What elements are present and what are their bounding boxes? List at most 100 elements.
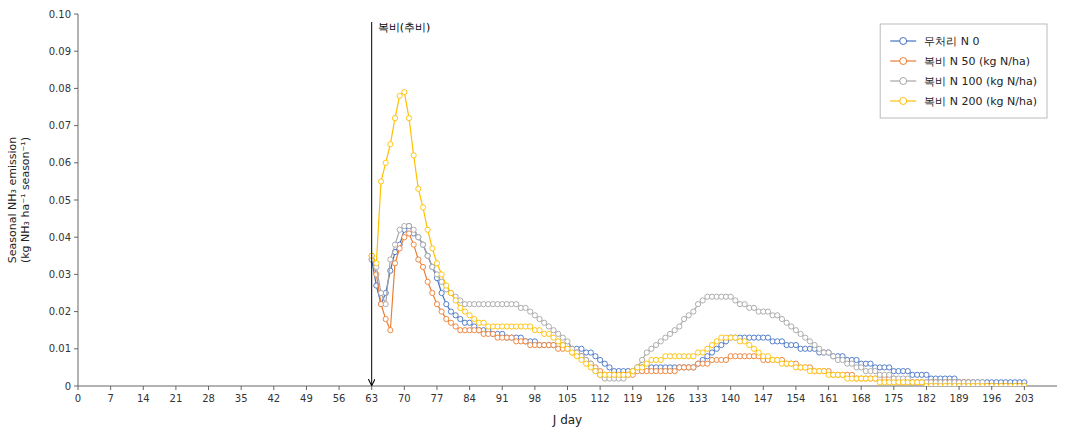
point xyxy=(639,365,644,370)
x-tick xyxy=(502,386,503,390)
point xyxy=(546,324,551,329)
x-tick-label: 168 xyxy=(852,393,871,404)
y-tick xyxy=(74,125,78,126)
series-line xyxy=(372,233,1025,386)
y-tick-label: 0.08 xyxy=(49,83,71,94)
point xyxy=(644,350,649,355)
y-tick xyxy=(74,386,78,387)
plot-data xyxy=(369,90,1027,386)
x-tick-label: 35 xyxy=(235,393,248,404)
point xyxy=(667,331,672,336)
x-axis-label: J day xyxy=(552,413,582,427)
point xyxy=(453,313,458,318)
point xyxy=(919,380,924,385)
point xyxy=(439,272,444,277)
point xyxy=(467,313,472,318)
point xyxy=(719,342,724,347)
x-tick xyxy=(436,386,437,390)
y-tick-label: 0.09 xyxy=(49,46,71,57)
point xyxy=(747,342,752,347)
x-tick xyxy=(208,386,209,390)
y-tick-label: 0.07 xyxy=(49,120,71,131)
point xyxy=(556,339,561,344)
x-tick-label: 112 xyxy=(591,393,610,404)
point xyxy=(840,357,845,362)
point xyxy=(425,253,430,258)
point xyxy=(812,342,817,347)
annotation-text: 복비(추비) xyxy=(378,21,431,34)
y-tick xyxy=(74,14,78,15)
point xyxy=(546,331,551,336)
x-tick-label: 182 xyxy=(917,393,936,404)
point xyxy=(453,298,458,303)
point xyxy=(411,153,416,158)
point xyxy=(411,227,416,232)
point xyxy=(798,331,803,336)
point xyxy=(639,365,644,370)
y-tick-label: 0 xyxy=(65,381,71,392)
point xyxy=(840,372,845,377)
legend-label: 복비 N 200 (kg N/ha) xyxy=(924,95,1037,108)
x-tick-label: 77 xyxy=(431,393,444,404)
x-tick-label: 154 xyxy=(786,393,805,404)
point xyxy=(383,302,388,307)
point xyxy=(430,246,435,251)
point xyxy=(709,350,714,355)
point xyxy=(532,313,537,318)
y-tick-label: 0.01 xyxy=(49,343,71,354)
point xyxy=(425,253,430,258)
point xyxy=(789,324,794,329)
point xyxy=(388,257,393,262)
y-tick-label: 0.03 xyxy=(49,269,71,280)
point xyxy=(826,350,831,355)
point xyxy=(406,231,411,236)
point xyxy=(807,339,812,344)
point xyxy=(849,361,854,366)
point xyxy=(397,93,402,98)
y-tick-label: 0.05 xyxy=(49,195,71,206)
point xyxy=(430,264,435,269)
point xyxy=(644,361,649,366)
y-tick-label: 0.02 xyxy=(49,306,71,317)
x-tick xyxy=(795,386,796,390)
point xyxy=(705,354,710,359)
point xyxy=(392,242,397,247)
point xyxy=(751,305,756,310)
x-tick-label: 140 xyxy=(721,393,740,404)
series xyxy=(369,223,1027,386)
point xyxy=(588,365,593,370)
legend-item: 복비 N 50 (kg N/ha) xyxy=(890,55,1030,68)
point xyxy=(388,328,393,333)
point xyxy=(551,328,556,333)
legend-item: 무처리 N 0 xyxy=(890,35,979,48)
point xyxy=(551,335,556,340)
point xyxy=(430,290,435,295)
y-tick-label: 0.06 xyxy=(49,157,71,168)
y-tick xyxy=(74,274,78,275)
point xyxy=(728,294,733,299)
point xyxy=(416,235,421,240)
point xyxy=(1022,383,1027,386)
point xyxy=(626,372,631,377)
point xyxy=(691,365,696,370)
point xyxy=(817,346,822,351)
x-tick-label: 105 xyxy=(558,393,577,404)
point xyxy=(658,339,663,344)
point xyxy=(873,376,878,381)
point xyxy=(700,298,705,303)
point xyxy=(584,361,589,366)
point xyxy=(439,309,444,314)
point xyxy=(509,335,514,340)
point xyxy=(859,365,864,370)
point xyxy=(854,357,859,362)
x-tick-label: 91 xyxy=(496,393,509,404)
point xyxy=(462,309,467,314)
point xyxy=(458,316,463,321)
point xyxy=(686,313,691,318)
point xyxy=(588,350,593,355)
point xyxy=(826,350,831,355)
point xyxy=(402,235,407,240)
chart: 0714212835424956637077849198105112119126… xyxy=(0,0,1073,434)
point xyxy=(868,361,873,366)
x-tick-label: 84 xyxy=(463,393,476,404)
